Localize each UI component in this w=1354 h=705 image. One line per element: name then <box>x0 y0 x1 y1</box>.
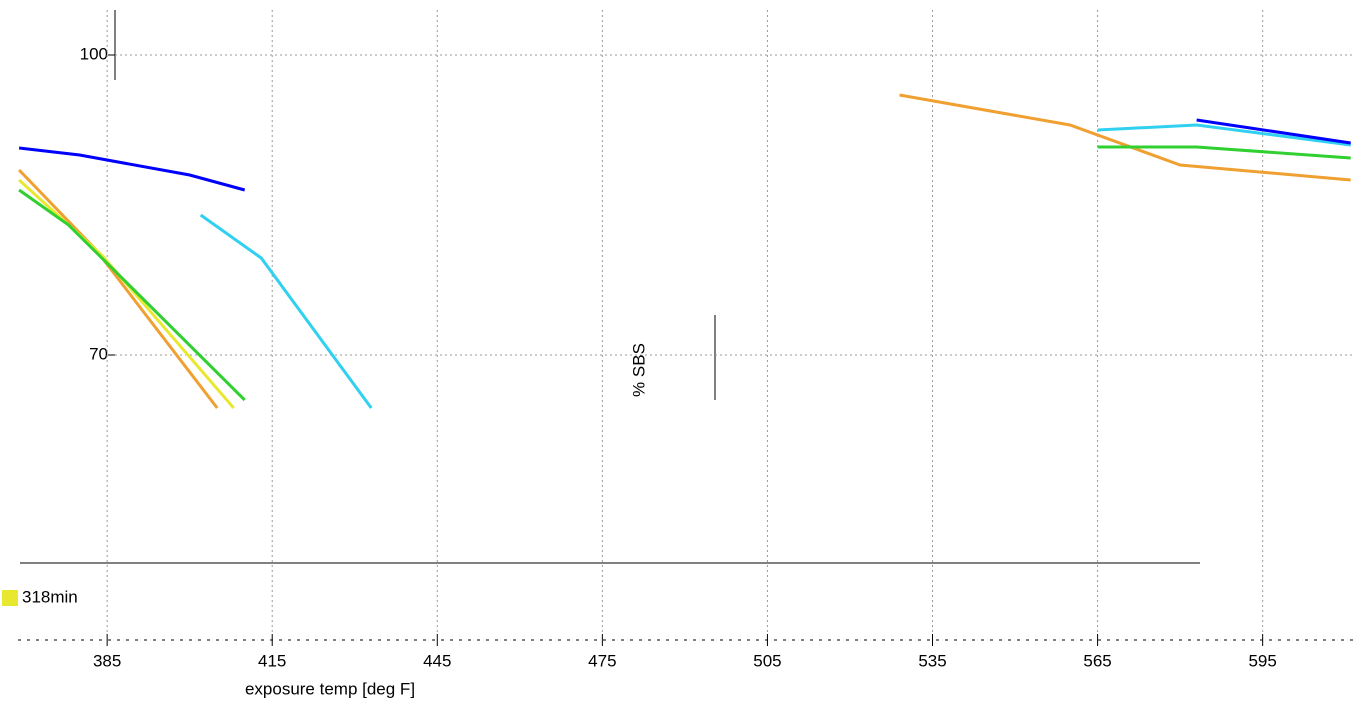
x-axis-label: exposure temp [deg F] <box>245 679 415 698</box>
x-tick-label: 445 <box>423 651 451 670</box>
x-tick-label: 385 <box>93 651 121 670</box>
y-tick-label: 100 <box>80 44 108 63</box>
y-axis-label: % SBS <box>629 343 648 397</box>
x-tick-label: 535 <box>918 651 946 670</box>
chart: % SBS exposure temp [deg F] 70 100 385 415 4… <box>0 0 1354 705</box>
x-tick-label: 415 <box>258 651 286 670</box>
x-tick-label: 505 <box>753 651 781 670</box>
background <box>0 0 1354 705</box>
x-tick-label: 595 <box>1248 651 1276 670</box>
legend-label: 318min <box>22 587 78 606</box>
y-tick-label: 70 <box>89 344 108 363</box>
legend-swatch <box>2 590 18 606</box>
x-tick-label: 565 <box>1083 651 1111 670</box>
x-tick-label: 475 <box>588 651 616 670</box>
